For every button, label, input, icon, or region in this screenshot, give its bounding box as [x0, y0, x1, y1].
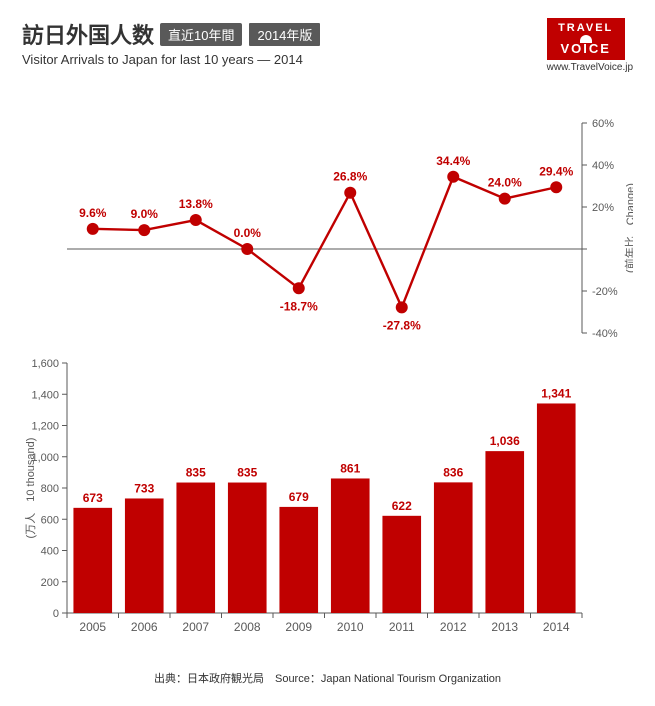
svg-text:40%: 40%	[592, 160, 614, 172]
svg-text:-18.7%: -18.7%	[280, 299, 318, 313]
svg-text:34.4%: 34.4%	[436, 154, 470, 168]
svg-text:861: 861	[340, 461, 360, 475]
svg-text:(前年比 Change): (前年比 Change)	[623, 183, 633, 273]
svg-text:24.0%: 24.0%	[488, 176, 522, 190]
svg-text:2010: 2010	[337, 620, 364, 634]
svg-text:622: 622	[392, 499, 412, 513]
svg-text:600: 600	[41, 514, 59, 526]
svg-text:400: 400	[41, 546, 59, 558]
svg-text:(万人 10 thousand): (万人 10 thousand)	[24, 438, 37, 539]
svg-text:835: 835	[237, 466, 257, 480]
logo-text-top: TRAVEL	[547, 22, 625, 34]
main-title: 訪日外国人数	[22, 18, 154, 50]
svg-text:20%: 20%	[592, 202, 614, 214]
svg-text:1,036: 1,036	[490, 434, 520, 448]
svg-text:1,200: 1,200	[31, 421, 59, 433]
svg-text:2013: 2013	[491, 620, 518, 634]
svg-text:2007: 2007	[182, 620, 209, 634]
svg-text:2012: 2012	[440, 620, 467, 634]
svg-text:1,600: 1,600	[31, 358, 59, 370]
subtitle: Visitor Arrivals to Japan for last 10 ye…	[22, 52, 547, 67]
pill-year: 2014年版	[248, 22, 321, 47]
svg-text:0.0%: 0.0%	[234, 226, 262, 240]
svg-text:60%: 60%	[592, 118, 614, 130]
svg-text:0: 0	[53, 608, 59, 620]
svg-text:1,400: 1,400	[31, 389, 59, 401]
travel-voice-logo: TRAVEL VOICE	[547, 18, 625, 60]
svg-text:2005: 2005	[79, 620, 106, 634]
svg-text:200: 200	[41, 577, 59, 589]
svg-text:1,341: 1,341	[541, 386, 571, 400]
svg-text:26.8%: 26.8%	[333, 170, 367, 184]
svg-text:2006: 2006	[131, 620, 158, 634]
logo-block: TRAVEL VOICE www.TravelVoice.jp	[547, 18, 633, 73]
svg-text:-40%: -40%	[592, 328, 618, 340]
pill-period: 直近10年間	[160, 23, 242, 46]
logo-url: www.TravelVoice.jp	[547, 62, 633, 73]
svg-text:836: 836	[443, 465, 463, 479]
svg-text:679: 679	[289, 490, 309, 504]
svg-text:29.4%: 29.4%	[539, 164, 573, 178]
svg-text:2008: 2008	[234, 620, 261, 634]
svg-text:2011: 2011	[389, 620, 415, 634]
svg-text:2014: 2014	[543, 620, 570, 634]
svg-text:-20%: -20%	[592, 286, 618, 298]
source-text: 出典：日本政府観光局 Source：Japan National Tourism…	[22, 670, 633, 686]
svg-text:-27.8%: -27.8%	[383, 318, 421, 332]
svg-text:9.0%: 9.0%	[131, 207, 159, 221]
svg-text:9.6%: 9.6%	[79, 206, 107, 220]
logo-text-bottom: VOICE	[547, 41, 625, 56]
svg-text:2009: 2009	[285, 620, 312, 634]
combined-chart: -40% -20% 20% 40% 60% (前年比 Change) 9.6% 9.0% 13.…	[22, 103, 633, 653]
svg-text:13.8%: 13.8%	[179, 197, 213, 211]
svg-text:673: 673	[83, 491, 103, 505]
svg-text:733: 733	[134, 481, 154, 495]
svg-text:800: 800	[41, 483, 59, 495]
svg-text:835: 835	[186, 466, 206, 480]
